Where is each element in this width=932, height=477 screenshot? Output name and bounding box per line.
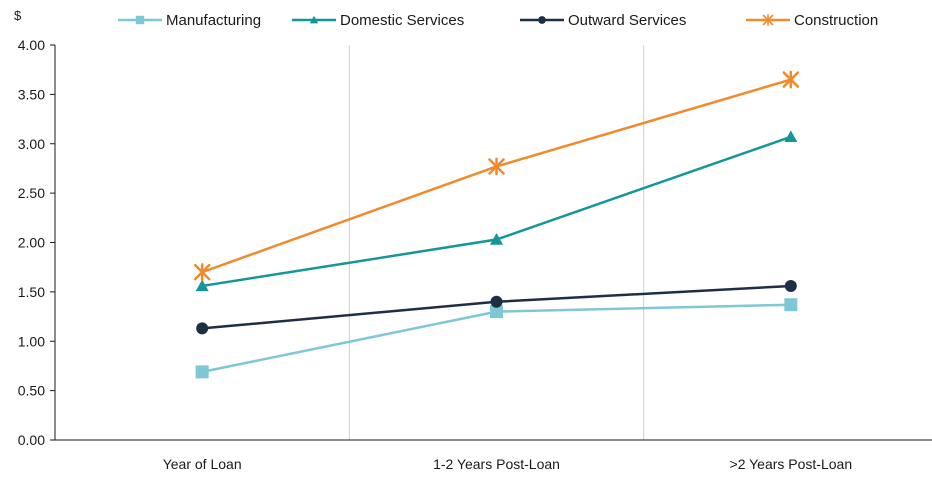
legend-marker <box>538 16 546 24</box>
data-point-manufacturing <box>784 298 798 312</box>
data-point-domestic-services <box>784 130 798 143</box>
x-tick-label: Year of Loan <box>163 456 242 472</box>
legend-label: Manufacturing <box>166 12 261 29</box>
data-point-construction <box>488 157 505 176</box>
series-manufacturing <box>195 298 798 379</box>
legend-marker <box>762 14 774 26</box>
data-point-construction <box>782 70 800 89</box>
legend-item-outward-services: Outward Services <box>520 12 686 29</box>
legend: Manufacturing Domestic Services Outward Se… <box>118 12 878 29</box>
legend-label: Outward Services <box>568 12 686 29</box>
data-point-outward-services <box>784 279 797 292</box>
y-tick-label: 3.00 <box>18 136 45 152</box>
data-point-manufacturing <box>490 305 503 319</box>
x-tick-label: >2 Years Post-Loan <box>730 456 853 472</box>
data-point-manufacturing <box>195 365 209 379</box>
y-tick-label: 3.50 <box>18 86 45 102</box>
y-tick-label: 2.00 <box>18 235 45 251</box>
series-construction <box>193 70 800 282</box>
plot-area: 0.00 0.50 1.00 1.50 2.00 2.50 3.00 3.50 4.00 Year… <box>18 37 932 472</box>
y-tick-label: 4.00 <box>18 37 45 53</box>
legend-marker <box>135 15 145 25</box>
series-outward-services <box>196 279 797 335</box>
y-tick-label: 2.50 <box>18 185 45 201</box>
y-tick-label: 0.50 <box>18 383 45 399</box>
y-tick-label: 1.50 <box>18 284 45 300</box>
x-tick-label: 1-2 Years Post-Loan <box>433 456 560 472</box>
data-point-construction <box>193 263 211 282</box>
legend-item-manufacturing: Manufacturing <box>118 12 261 29</box>
legend-label: Domestic Services <box>340 12 464 29</box>
data-point-domestic-services <box>195 279 209 292</box>
legend-item-construction: Construction <box>746 12 878 29</box>
legend-item-domestic-services: Domestic Services <box>292 12 464 29</box>
y-tick-label: 1.00 <box>18 333 45 349</box>
data-point-domestic-services <box>490 233 503 245</box>
data-point-outward-services <box>490 295 503 308</box>
y-tick-label: 0.00 <box>18 432 45 448</box>
y-unit-label: $ <box>14 8 22 23</box>
data-point-outward-services <box>196 322 209 335</box>
legend-label: Construction <box>794 12 878 29</box>
series-domestic-services <box>195 130 798 292</box>
legend-marker <box>309 15 319 24</box>
